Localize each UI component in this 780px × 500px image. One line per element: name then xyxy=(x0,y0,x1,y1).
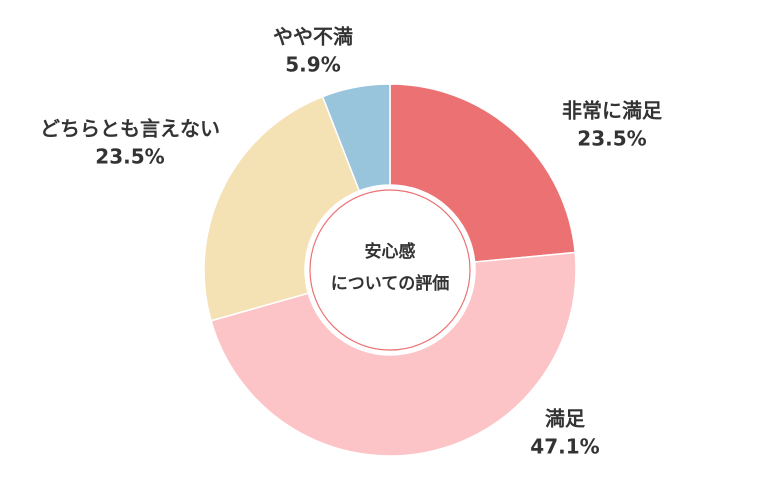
value-label: 47.1% xyxy=(530,435,599,459)
value-label: 23.5% xyxy=(95,145,164,169)
center-label: 安心感 xyxy=(365,241,416,262)
donut-slice xyxy=(389,83,576,263)
value-label: 23.5% xyxy=(577,127,646,151)
slice-label: 満足 xyxy=(545,407,586,431)
center-label: についての評価 xyxy=(331,273,450,294)
inner-ring xyxy=(309,189,471,351)
slice-label: 非常に満足 xyxy=(562,99,663,123)
value-label: 5.9% xyxy=(285,53,340,77)
slice-label: やや不満 xyxy=(273,25,353,49)
slice-label: どちらとも言えない xyxy=(40,117,220,141)
donut-hole xyxy=(305,185,475,355)
